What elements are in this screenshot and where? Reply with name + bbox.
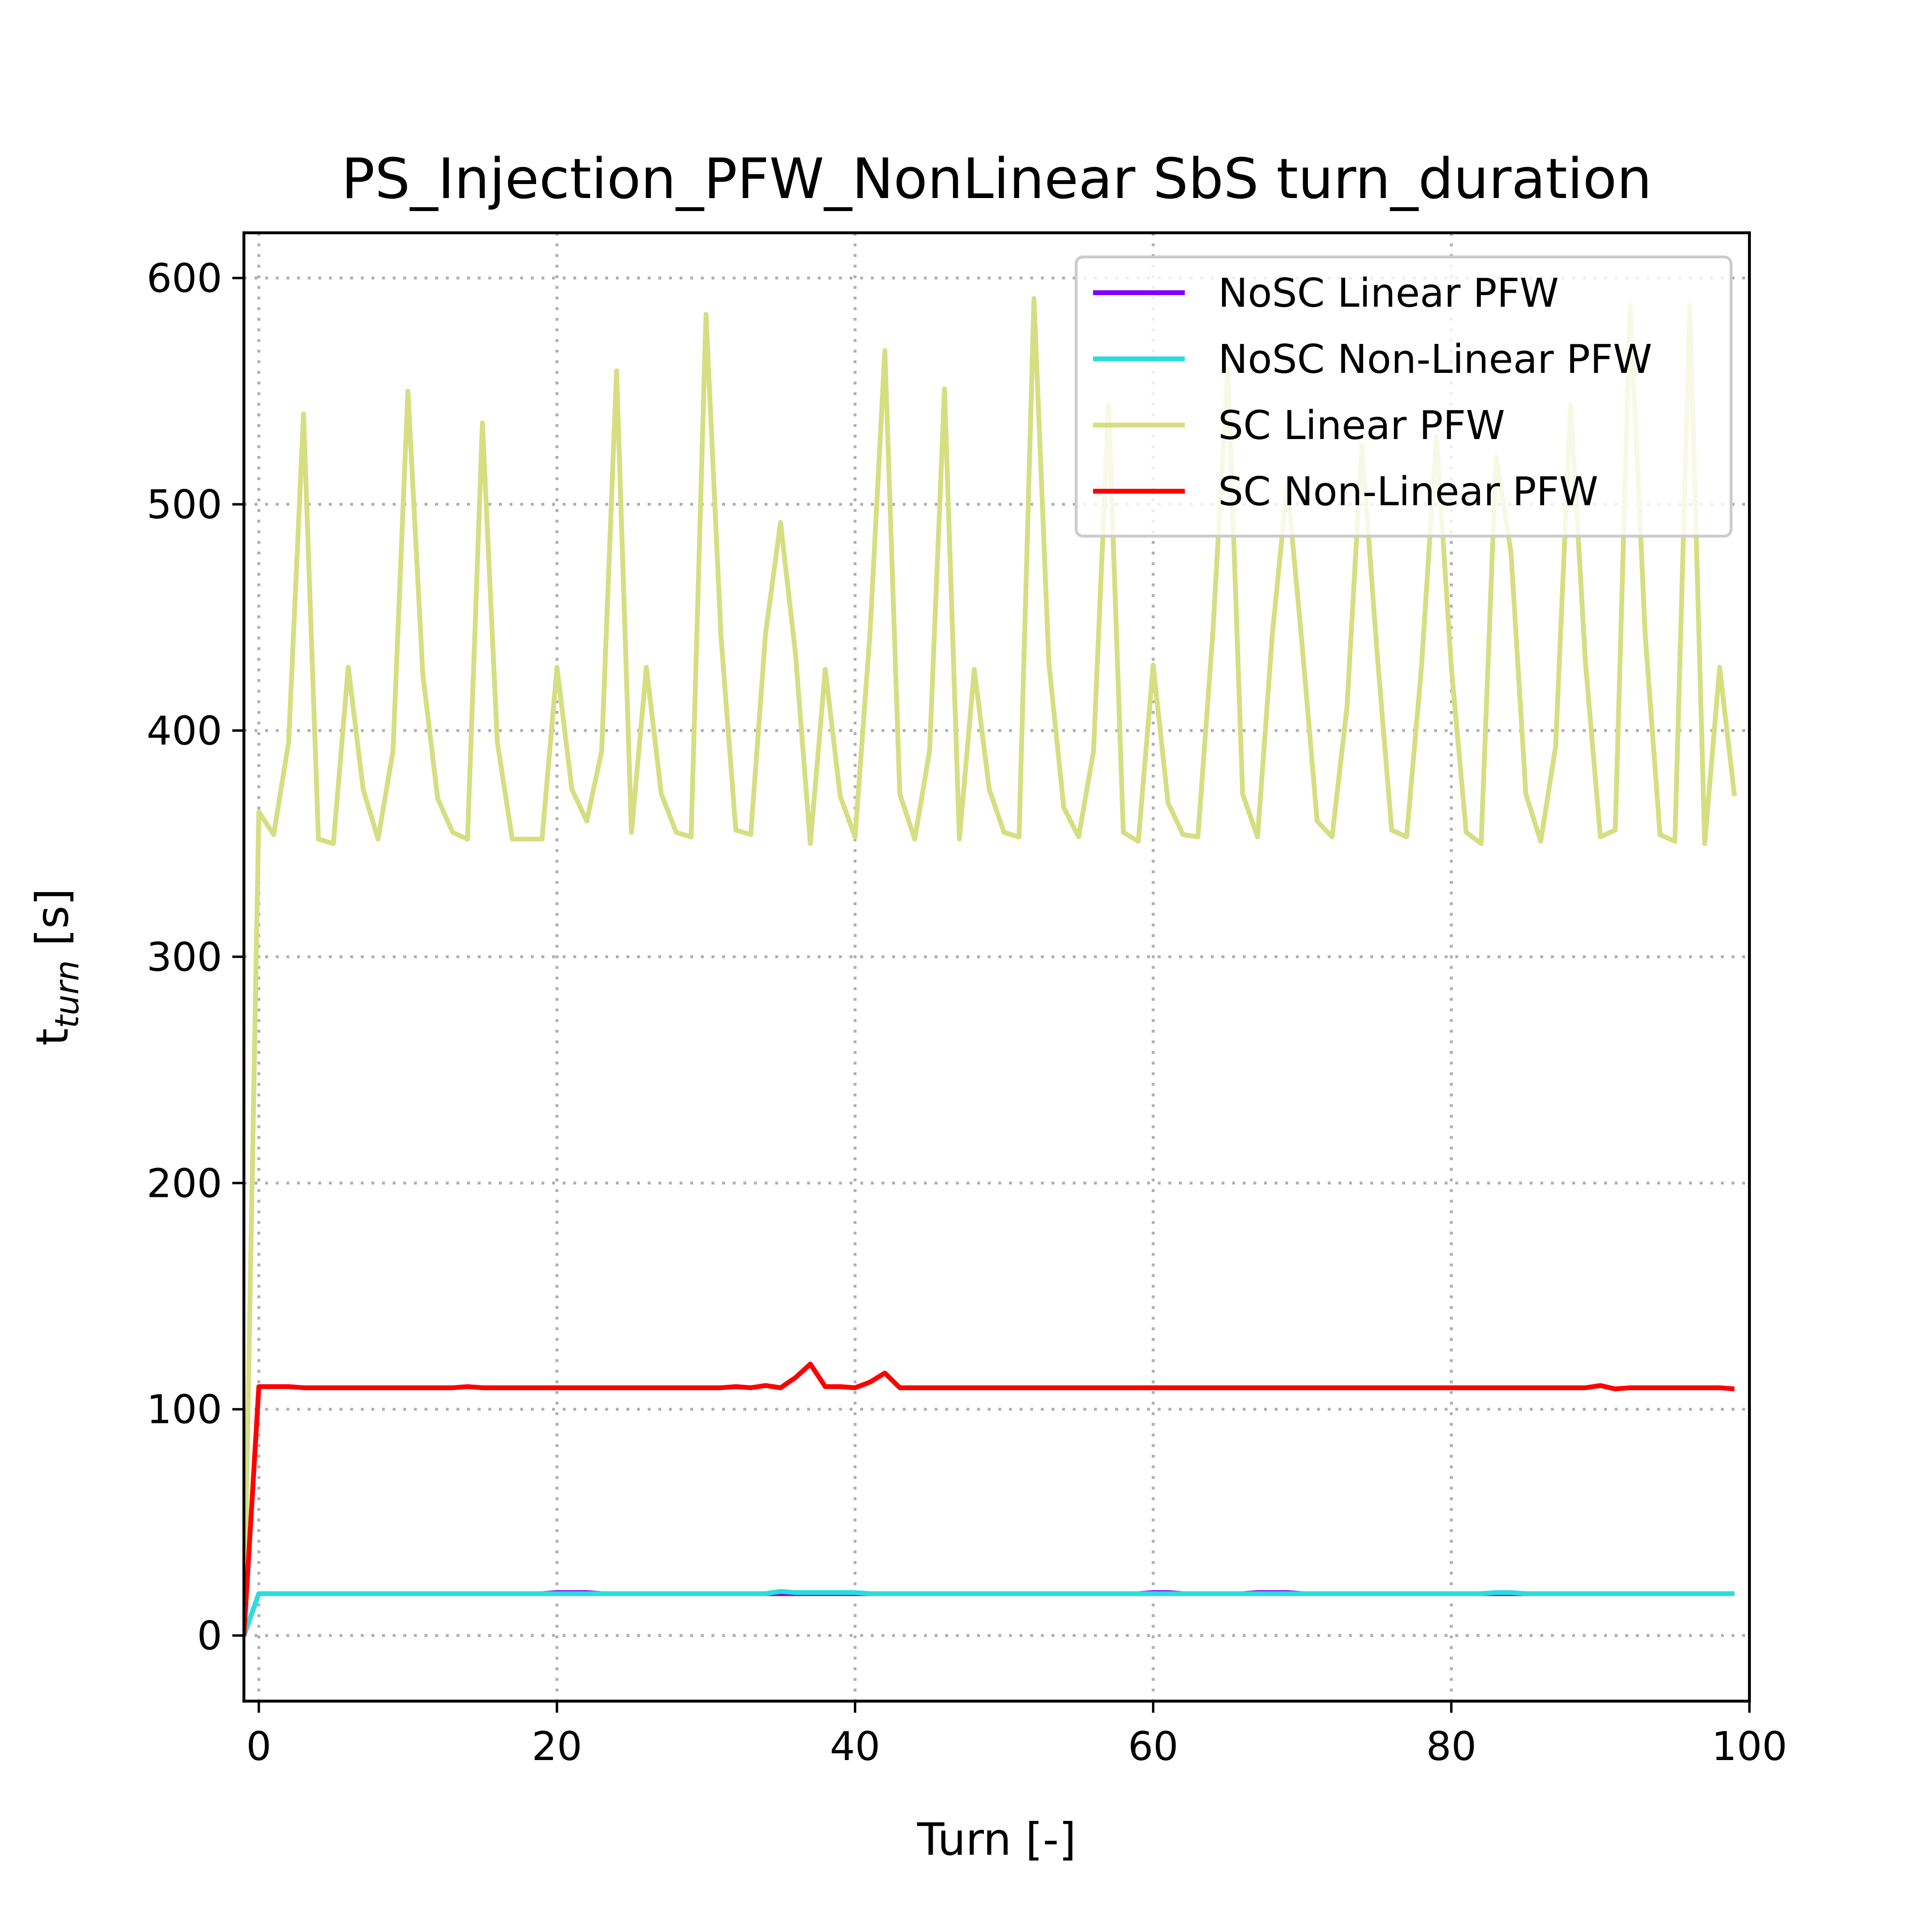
legend-label: NoSC Non-Linear PFW xyxy=(1218,337,1652,383)
y-tick-label: 400 xyxy=(146,709,222,754)
x-tick-label: 0 xyxy=(246,1724,271,1770)
y-axis-label-main: t xyxy=(27,1028,78,1046)
y-tick-label: 300 xyxy=(146,935,222,980)
x-tick-label: 20 xyxy=(532,1724,582,1770)
y-tick-label: 100 xyxy=(146,1387,222,1433)
x-tick-label: 80 xyxy=(1426,1724,1477,1770)
plot-lines xyxy=(244,296,1737,1636)
y-tick-label: 200 xyxy=(146,1161,222,1207)
y-axis-label-subscript: turn xyxy=(48,960,86,1028)
x-tick-label: 60 xyxy=(1128,1724,1178,1770)
y-axis-label: tturn [s] xyxy=(27,888,86,1046)
legend-label: NoSC Linear PFW xyxy=(1218,270,1559,316)
series-line-3 xyxy=(244,1362,1735,1636)
x-axis-label: Turn [-] xyxy=(917,1814,1076,1865)
chart-title: PS_Injection_PFW_NonLinear SbS turn_dura… xyxy=(341,147,1652,212)
x-tick-label: 40 xyxy=(830,1724,880,1770)
legend-label: SC Linear PFW xyxy=(1218,403,1505,449)
y-tick-label: 500 xyxy=(146,482,222,528)
y-axis-label-unit: [s] xyxy=(27,888,78,960)
series-line-1 xyxy=(244,1589,1735,1636)
plot-frame xyxy=(242,231,1751,1703)
legend-label: SC Non-Linear PFW xyxy=(1218,469,1598,515)
y-tick-label: 600 xyxy=(146,256,222,302)
y-tick-label: 0 xyxy=(197,1613,222,1659)
legend: NoSC Linear PFW NoSC Non-Linear PFW SC Lin… xyxy=(1075,256,1733,538)
series-line-2 xyxy=(244,296,1737,1636)
x-tick-label: 100 xyxy=(1712,1724,1788,1770)
axis-ticks: 0 20 40 60 80 100 0 100 200 300 400 500 600 xyxy=(146,256,1787,1770)
legend-box xyxy=(1075,256,1733,538)
